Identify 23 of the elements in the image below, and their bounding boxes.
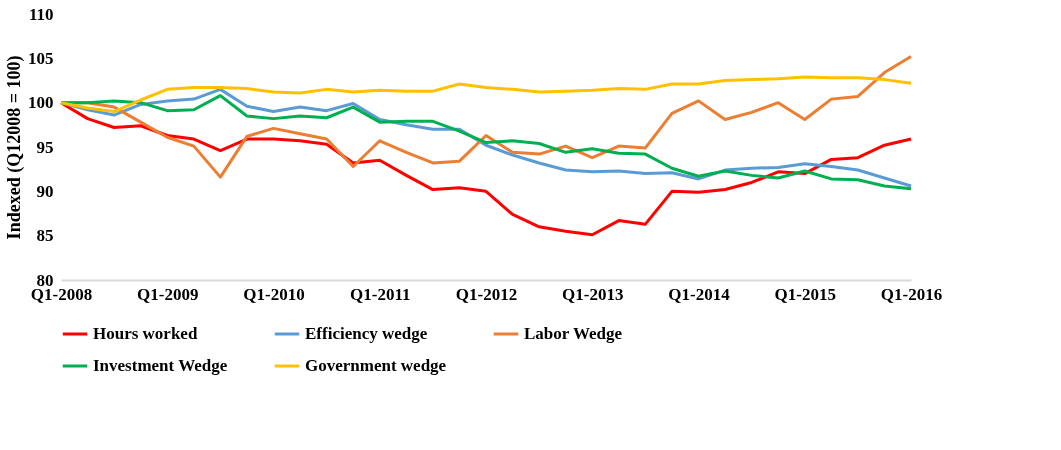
y-tick-label: 110 — [28, 4, 54, 24]
x-tick-label: Q1-2012 — [455, 284, 518, 304]
legend-label: Investment Wedge — [93, 356, 228, 375]
y-tick-label: 105 — [28, 48, 54, 68]
line-series — [59, 75, 913, 114]
line-series — [59, 101, 913, 237]
y-tick-label: 80 — [36, 270, 54, 290]
x-tick-label: Q1-2010 — [243, 284, 305, 304]
legend-label: Hours worked — [93, 324, 198, 343]
y-tick-label: 95 — [36, 137, 54, 157]
legend-label: Labor Wedge — [524, 324, 623, 343]
legend-label: Efficiency wedge — [305, 324, 428, 343]
x-tick-label: Q1-2016 — [880, 284, 943, 304]
y-tick-label: 85 — [36, 226, 54, 246]
x-tick-label: Q1-2013 — [562, 284, 624, 304]
x-tick-label: Q1-2014 — [668, 284, 731, 304]
y-tick-label: 100 — [28, 93, 54, 113]
x-tick-label: Q1-2009 — [137, 284, 199, 304]
x-tick-label: Q1-2011 — [350, 284, 411, 304]
legend-label: Government wedge — [305, 356, 447, 375]
y-axis-title: Indexed (Q12008 = 100) — [4, 55, 25, 240]
x-tick-label: Q1-2015 — [774, 284, 836, 304]
y-tick-label: 90 — [36, 181, 54, 201]
